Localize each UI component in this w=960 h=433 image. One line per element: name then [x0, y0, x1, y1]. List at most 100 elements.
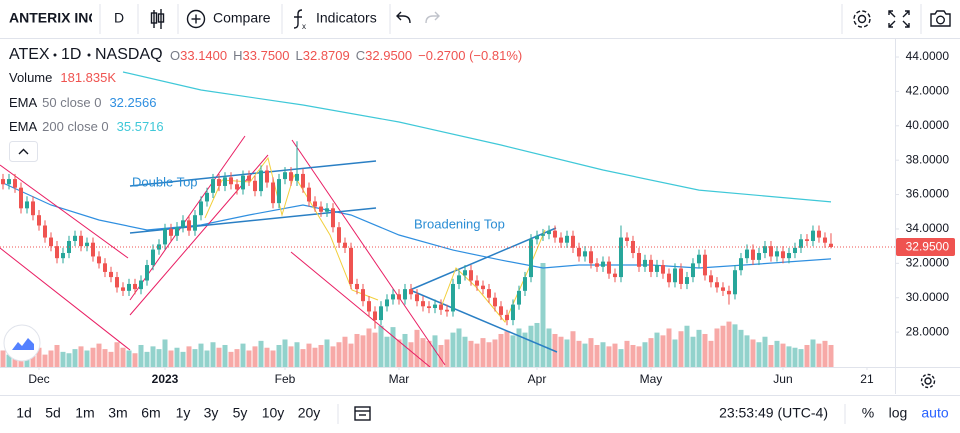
candle-body	[384, 299, 389, 307]
candle-body	[408, 289, 413, 295]
volume-bar	[300, 349, 306, 367]
range-button[interactable]: 10y	[262, 405, 285, 421]
candle-body	[306, 187, 311, 202]
log-toggle[interactable]: log	[889, 405, 908, 421]
volume-bar	[450, 332, 456, 367]
candle-body	[468, 270, 473, 281]
candle-body	[24, 201, 29, 209]
volume-bar	[132, 353, 138, 367]
volume-bar	[762, 336, 768, 367]
volume-bar	[738, 329, 744, 367]
settings-button[interactable]	[853, 10, 871, 28]
candle-body	[756, 253, 761, 260]
volume-bar	[786, 346, 792, 367]
candle-body	[552, 230, 557, 238]
volume-bar	[180, 351, 186, 367]
candle-body	[768, 246, 773, 257]
candle-body	[804, 239, 809, 241]
candle-body	[732, 270, 737, 295]
candle-body	[816, 230, 821, 238]
range-button[interactable]: 1d	[16, 405, 32, 421]
last-price-label: 32.9500	[906, 240, 950, 254]
range-button[interactable]: 1m	[75, 405, 94, 421]
range-button[interactable]: 3m	[108, 405, 127, 421]
undo-button[interactable]	[396, 11, 411, 24]
indicators-button[interactable]: x Indicators	[293, 9, 377, 31]
volume-bar	[150, 346, 156, 367]
volume-bar	[816, 343, 822, 367]
y-tick-label: 34.0000	[906, 221, 950, 235]
candle-body	[402, 289, 407, 300]
range-button[interactable]: 3y	[204, 405, 219, 421]
candle-body	[252, 180, 257, 192]
candle-body	[72, 235, 77, 241]
compare-label[interactable]: Compare	[213, 10, 271, 26]
legend: ATEX 1D NASDAQ O33.1400 H33.7500 L32.8709 C…	[3, 46, 522, 362]
x-tick-label: May	[640, 372, 663, 386]
ohlc-key: H	[233, 48, 242, 63]
candle-body	[744, 249, 749, 259]
candle-body	[630, 240, 635, 254]
auto-toggle[interactable]: auto	[921, 405, 948, 421]
volume-bar	[366, 328, 372, 367]
volume-bar	[768, 344, 774, 367]
time-axis-settings[interactable]	[920, 373, 936, 389]
symbol-search[interactable]: ANTERIX INC	[9, 10, 98, 26]
volume-bar	[564, 339, 570, 367]
chart-type-button[interactable]	[150, 9, 165, 29]
volume-bar	[6, 354, 12, 367]
fullscreen-button[interactable]	[888, 10, 910, 28]
percent-toggle[interactable]: %	[862, 405, 874, 421]
ema-line	[2, 182, 832, 269]
candle-body	[540, 234, 545, 236]
trend-line	[129, 160, 377, 187]
range-button[interactable]: 6m	[141, 405, 160, 421]
range-button[interactable]: 20y	[298, 405, 321, 421]
volume-bar	[252, 346, 258, 367]
volume-bar	[360, 335, 366, 367]
candle-body	[726, 290, 731, 295]
compare-button[interactable]: Compare	[186, 10, 271, 29]
y-tick-label: 32.0000	[906, 256, 950, 270]
candle-body	[360, 289, 365, 302]
trend-line	[409, 227, 557, 291]
date-range-button[interactable]	[354, 406, 371, 421]
candle-body	[696, 254, 701, 264]
range-button[interactable]: 5y	[233, 405, 248, 421]
volume-bar	[48, 350, 54, 367]
volume-bar	[288, 346, 294, 367]
range-button[interactable]: 1y	[176, 405, 191, 421]
volume-bar	[810, 339, 816, 367]
volume-bar	[36, 347, 42, 367]
snapshot-button[interactable]	[930, 10, 951, 27]
redo-button[interactable]	[425, 11, 440, 24]
x-tick-label: Jun	[773, 372, 792, 386]
collapse-legend-button[interactable]	[9, 141, 38, 162]
candle-body	[48, 237, 53, 247]
y-tick-label: 38.0000	[906, 152, 950, 166]
candle-body	[336, 227, 341, 243]
legend-symbol: ATEX	[9, 46, 50, 63]
legend-interval: 1D	[61, 46, 81, 63]
candle-body	[648, 259, 653, 272]
volume-bar	[114, 342, 120, 367]
x-tick-label: 21	[860, 372, 874, 386]
indicator-params: 200 close 0	[42, 119, 109, 134]
plot-area: Double Top Broadening Top	[0, 71, 895, 367]
last-price-tag	[896, 237, 955, 256]
ohlc-value: 32.8709	[303, 48, 350, 63]
volume-bar	[330, 346, 336, 367]
candle-body	[738, 258, 743, 271]
legend-exchange: NASDAQ	[95, 46, 163, 63]
interval-button[interactable]: D	[114, 10, 124, 26]
candle-body	[162, 228, 167, 245]
volume-bar	[486, 342, 492, 367]
x-tick-label: Apr	[528, 372, 547, 386]
volume-bar	[822, 340, 828, 367]
indicators-label[interactable]: Indicators	[316, 10, 377, 26]
volume-bar	[408, 342, 414, 367]
volume-bar	[696, 329, 702, 367]
candle-body	[414, 294, 419, 302]
volume-bar	[474, 343, 480, 367]
range-button[interactable]: 5d	[45, 405, 61, 421]
